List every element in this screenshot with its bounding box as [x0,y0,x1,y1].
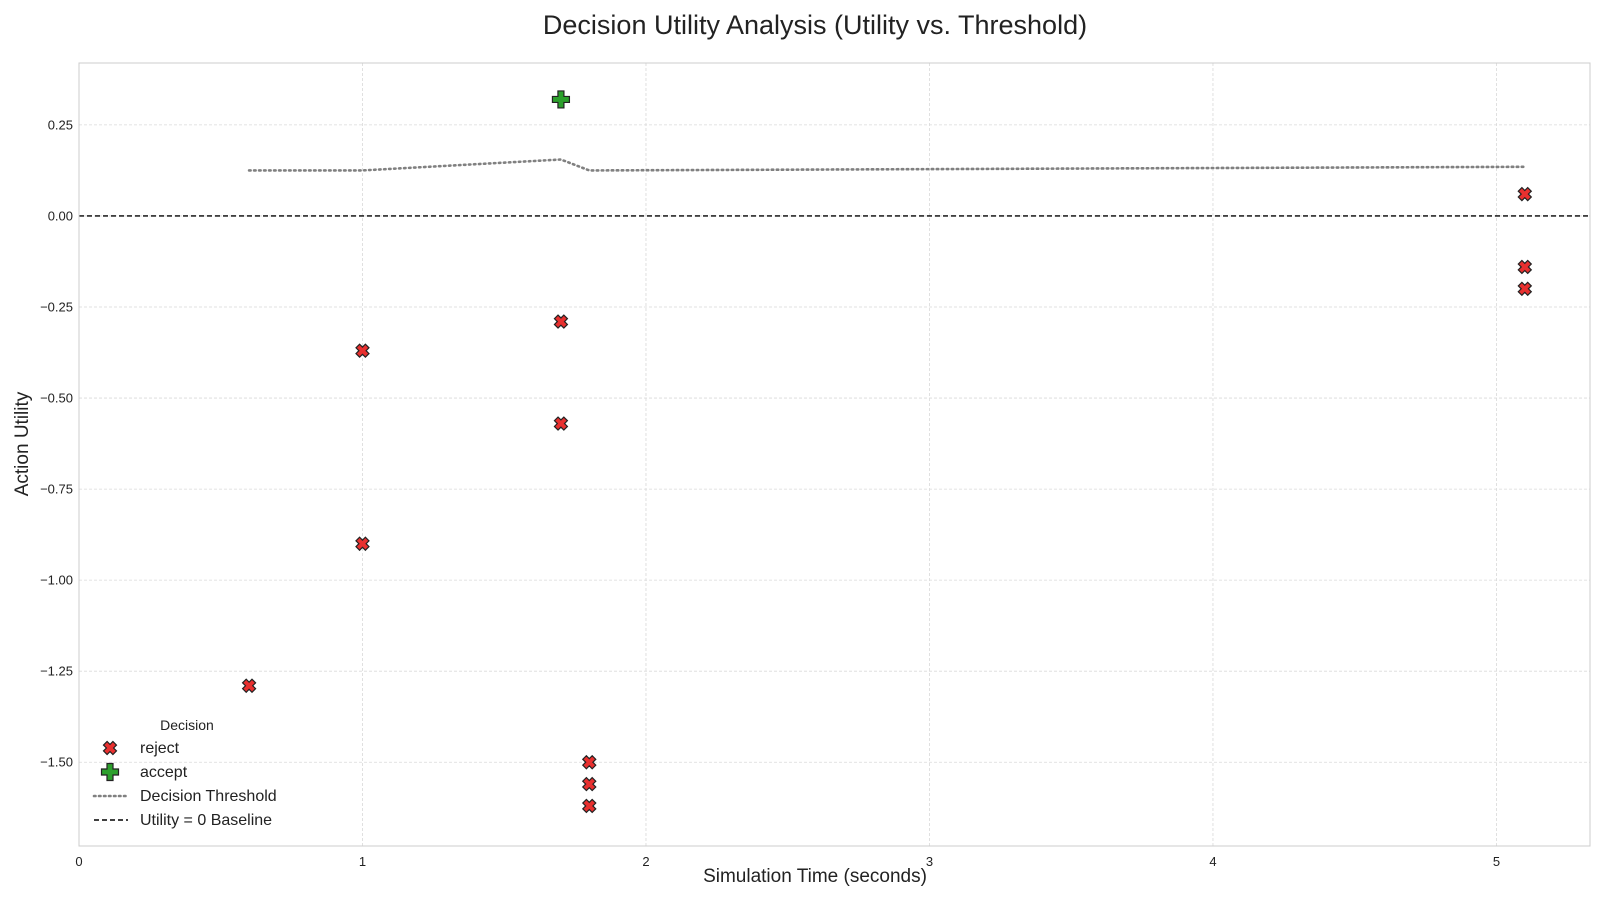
legend-label-threshold: Decision Threshold [140,788,277,805]
x-tick-label: 0 [75,854,82,869]
markers [241,90,1533,814]
x-axis-label: Simulation Time (seconds) [703,866,927,887]
accept-point [551,90,571,109]
legend-label-accept: accept [140,764,188,781]
y-tick-label: −1.00 [40,573,73,588]
x-tick-label: 4 [1209,854,1216,869]
legend-entry-accept: accept [100,762,188,782]
legend-entry-reject: reject [102,740,180,757]
legend: Decision reject accept Decision Threshol… [92,717,277,829]
legend-reject-glyph [102,740,118,756]
x-tick-label: 1 [359,854,366,869]
lines [79,158,1590,217]
threshold-line [247,158,1527,172]
reject-point [241,678,257,694]
y-tick-label: −0.25 [40,300,73,315]
reject-point [355,343,370,359]
legend-label-reject: reject [140,740,180,757]
legend-title: Decision [160,717,214,733]
reject-point [1517,186,1533,202]
axis-ticks: 0 1 2 3 4 5 0.25 0.00 −0.25 −0.50 −0.75 −1.00 −1.25 −… [40,117,1500,869]
x-tick-label: 3 [926,854,933,869]
reject-point [553,314,569,329]
y-axis-label: Action Utility [12,391,33,496]
y-tick-label: −1.50 [40,755,73,770]
reject-point [581,754,597,770]
y-tick-label: −1.25 [40,664,73,679]
legend-accept-glyph [100,762,120,782]
legend-marker-reject [102,740,118,756]
legend-entry-baseline: Utility = 0 Baseline [94,812,272,829]
reject-point [581,798,597,814]
chart-title: Decision Utility Analysis (Utility vs. T… [543,10,1087,40]
x-tick-label: 5 [1493,854,1500,869]
reject-point [1517,281,1533,297]
grid [78,63,1590,846]
reject-point [355,536,370,552]
reject-point [553,416,569,431]
y-tick-label: 0.00 [48,208,73,223]
x-tick-label: 2 [642,854,649,869]
legend-entry-threshold: Decision Threshold [92,788,277,805]
plot-area-frame [78,62,1591,847]
y-tick-label: −0.75 [40,482,73,497]
legend-marker-accept [100,762,120,782]
y-tick-label: −0.50 [40,391,73,406]
reject-point [581,776,597,792]
reject-point [1517,259,1533,275]
y-tick-label: 0.25 [48,117,73,132]
legend-label-baseline: Utility = 0 Baseline [140,812,272,829]
